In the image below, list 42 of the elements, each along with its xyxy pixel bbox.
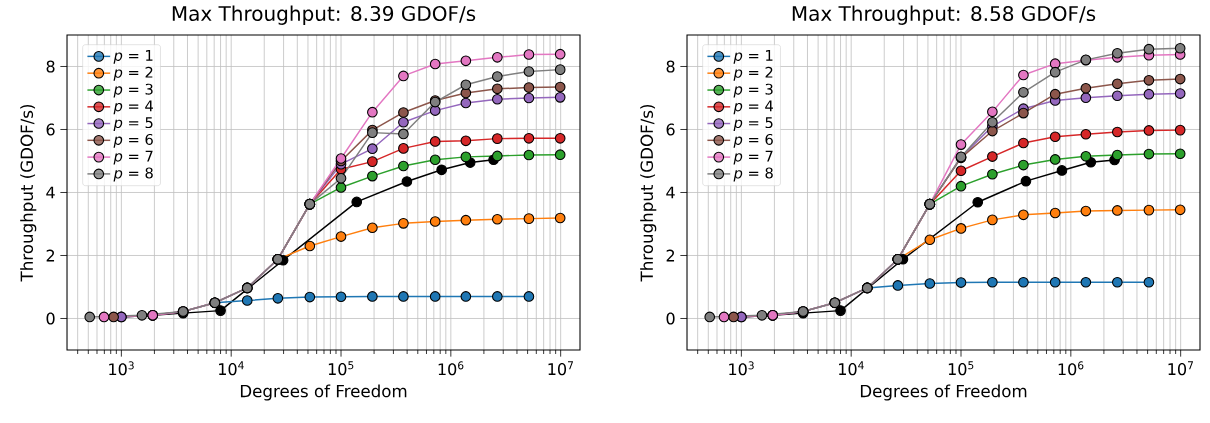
legend-label: p = 7	[113, 150, 153, 165]
x-axis-title: Degrees of Freedom	[860, 384, 1027, 401]
legend-label: p = 2	[113, 66, 153, 81]
legend-label: p = 6	[733, 133, 773, 148]
legend-label: p = 5	[113, 117, 153, 131]
y-tick-label: 0	[46, 312, 55, 325]
x-tick-label: 10$^{4}$	[219, 361, 244, 376]
y-tick-label: 6	[46, 123, 55, 136]
y-tick-label: 4	[46, 186, 55, 199]
y-axis-title: Throughput (GDOF/s)	[640, 104, 657, 282]
chart-title: Max Throughput: 8.39 GDOF/s	[172, 5, 476, 25]
y-tick-label: 8	[46, 60, 55, 73]
x-tick-label: 10$^{6}$	[1058, 361, 1084, 376]
legend-label: p = 3	[733, 83, 773, 98]
y-tick-label: 4	[666, 186, 675, 199]
y-tick-label: 2	[46, 249, 55, 262]
x-tick-label: 10$^{6}$	[438, 361, 464, 376]
x-tick-label: 10$^{3}$	[729, 361, 754, 376]
legend-label: p = 1	[733, 50, 773, 64]
x-tick-label: 10$^{5}$	[328, 361, 354, 376]
y-axis-title: Throughput (GDOF/s)	[20, 104, 37, 282]
x-tick-label: 10$^{5}$	[948, 361, 974, 376]
legend-label: p = 4	[733, 100, 773, 115]
x-tick-label: 10$^{3}$	[109, 361, 134, 376]
x-axis-title: Degrees of Freedom	[240, 384, 407, 401]
x-tick-label: 10$^{4}$	[839, 361, 864, 376]
legend-label: p = 4	[113, 100, 153, 115]
x-tick-label: 10$^{7}$	[548, 361, 573, 376]
legend-label: p = 3	[113, 83, 153, 98]
legend-label: p = 6	[113, 133, 153, 148]
y-tick-label: 0	[666, 312, 675, 325]
legend-label: p = 1	[113, 50, 153, 64]
legend-label: p = 8	[113, 167, 153, 182]
x-tick-label: 10$^{7}$	[1168, 361, 1193, 376]
y-tick-label: 6	[666, 123, 675, 136]
legend-label: p = 7	[733, 150, 773, 165]
y-tick-label: 2	[666, 249, 675, 262]
y-tick-label: 8	[666, 60, 675, 73]
legend-label: p = 8	[733, 167, 773, 182]
legend-label: p = 2	[733, 66, 773, 81]
legend-label: p = 5	[733, 117, 773, 131]
chart-title: Max Throughput: 8.58 GDOF/s	[792, 5, 1096, 25]
